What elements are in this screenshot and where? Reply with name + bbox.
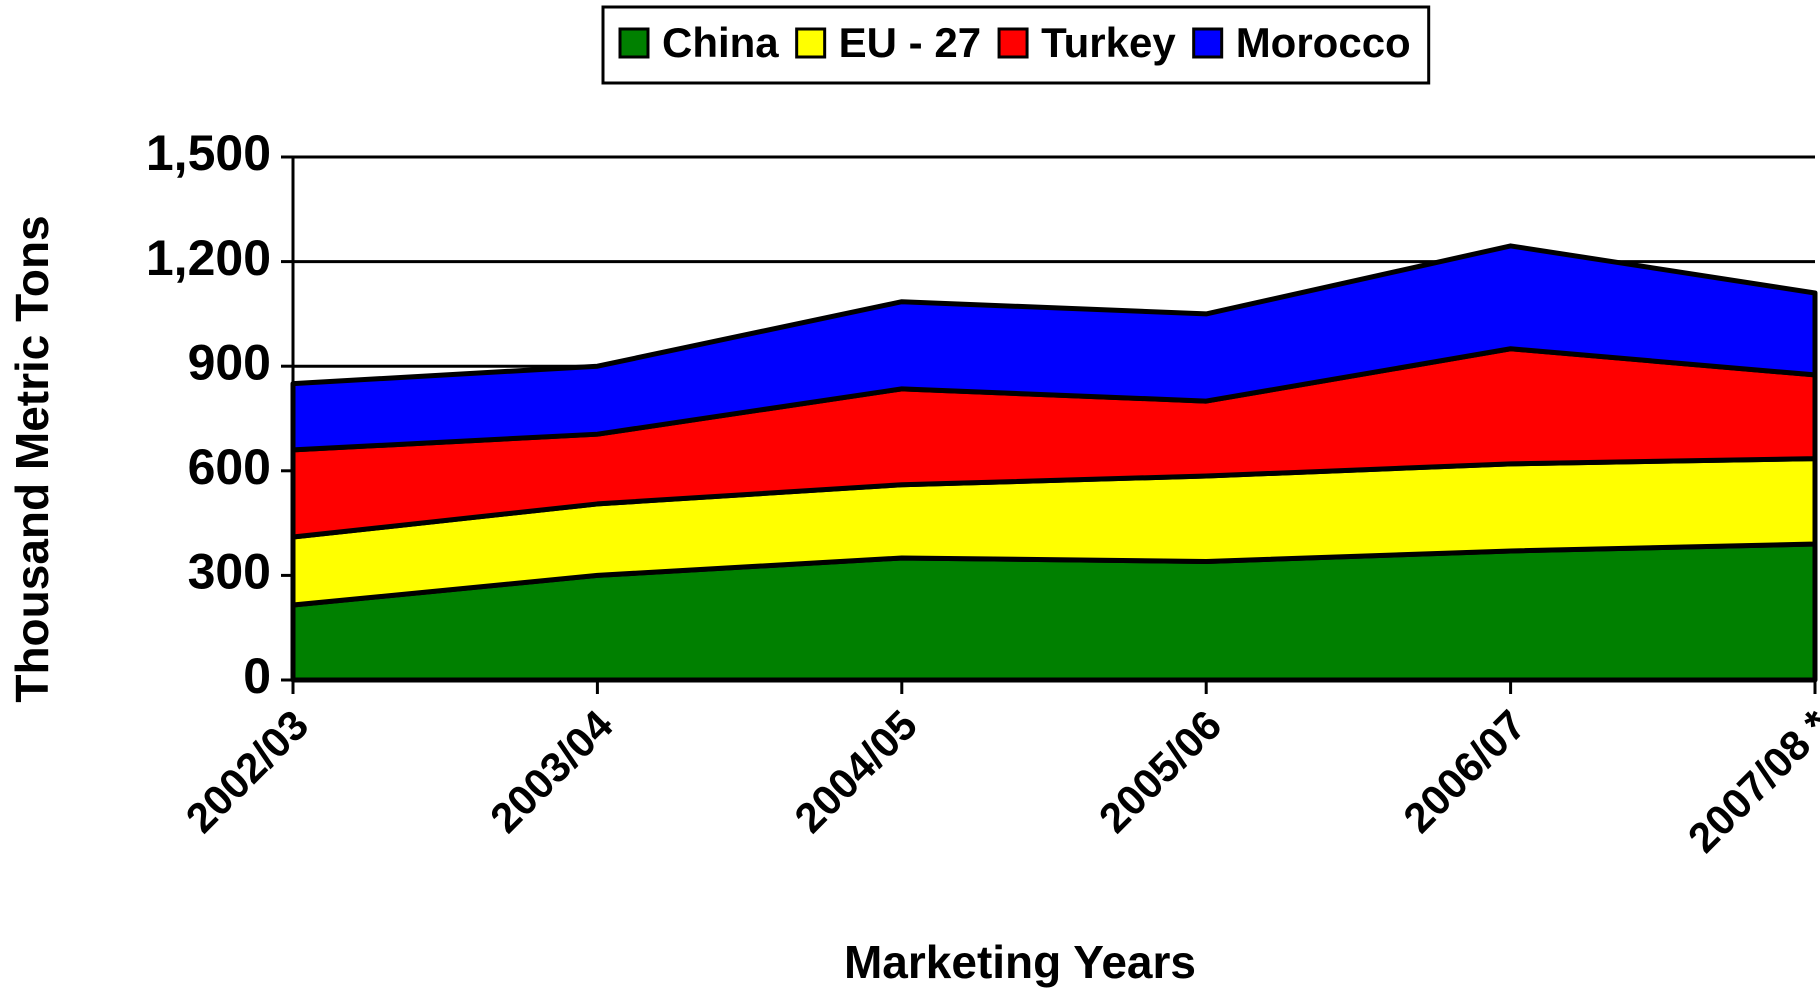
y-tick-label: 0 [243, 648, 271, 704]
y-tick-label: 900 [188, 334, 271, 390]
legend-swatch [618, 27, 650, 59]
legend-label: China [662, 19, 779, 66]
legend-swatch [1192, 27, 1224, 59]
x-tick-label: 2006/07 [1394, 701, 1535, 842]
x-tick-label: 2004/05 [785, 701, 926, 842]
legend-label: Turkey [1041, 19, 1176, 66]
x-tick-label: 2005/06 [1090, 701, 1231, 842]
y-tick-label: 300 [188, 544, 271, 600]
x-tick-label: 2002/03 [177, 701, 318, 842]
y-axis-title: Thousand Metric Tons [6, 215, 58, 702]
legend-swatch [795, 27, 827, 59]
y-tick-label: 1,200 [146, 230, 271, 286]
x-tick-label: 2007/08 * [1679, 701, 1820, 862]
legend-label: Morocco [1236, 19, 1411, 66]
legend-label: EU - 27 [839, 19, 981, 66]
legend: China EU - 27 Turkey Morocco [601, 5, 1431, 85]
y-tick-label: 600 [188, 439, 271, 495]
y-tick-label: 1,500 [146, 125, 271, 181]
area [290, 243, 1818, 453]
legend-swatch [997, 27, 1029, 59]
x-axis-title: Marketing Years [844, 936, 1196, 988]
x-tick-label: 2003/04 [481, 701, 622, 842]
